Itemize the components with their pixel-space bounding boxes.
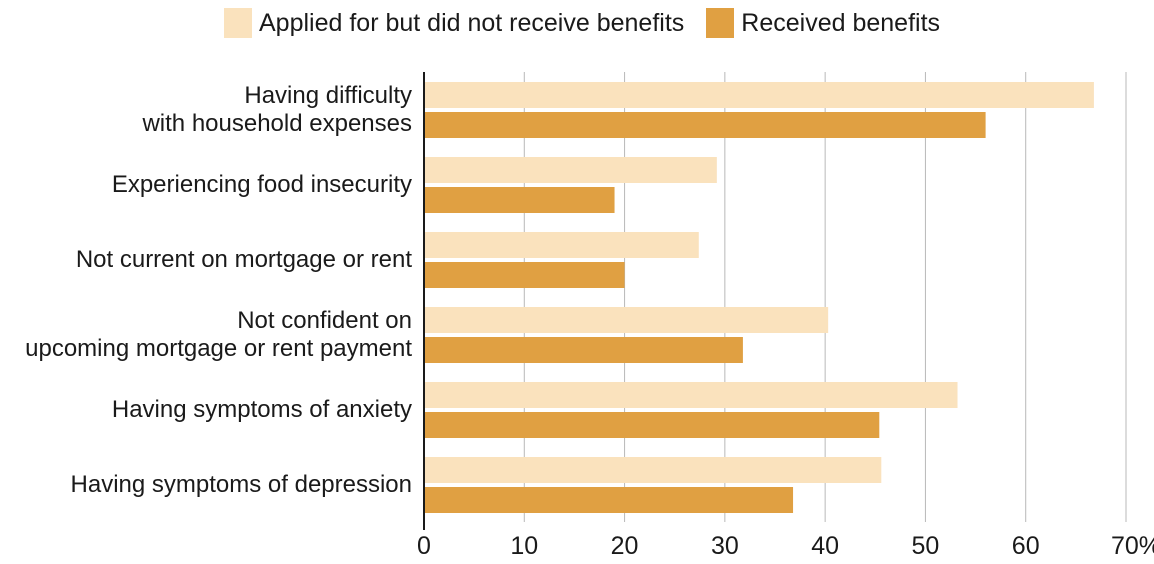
x-tick-label: 40	[811, 532, 840, 560]
legend-swatch-received	[706, 8, 735, 38]
bar-received-5	[424, 487, 794, 513]
category-label-0: Having difficulty with household expenses	[142, 82, 412, 138]
bar-applied-5	[424, 457, 882, 483]
x-tick-label: 50	[911, 532, 940, 560]
category-label-line: Experiencing food insecurity	[111, 171, 412, 198]
category-label-line: Not current on mortgage or rent	[75, 246, 412, 273]
category-label-3: Not confident on upcoming mortgage or ren…	[25, 307, 412, 363]
bar-applied-0	[424, 82, 1094, 108]
category-label-line: Having symptoms of depression	[70, 471, 412, 498]
category-label-line: with household expenses	[142, 110, 412, 137]
bar-applied-3	[424, 307, 829, 333]
category-label-line: Not confident on	[237, 307, 412, 334]
x-tick-label: 20	[610, 532, 639, 560]
bar-received-3	[424, 337, 743, 363]
bar-applied-2	[424, 232, 699, 258]
category-label-line: upcoming mortgage or rent payment	[25, 335, 412, 362]
bar-received-0	[424, 112, 986, 138]
category-label-1: Experiencing food insecurity	[112, 171, 412, 199]
bar-received-4	[424, 412, 880, 438]
x-tick-label: 10	[510, 532, 539, 560]
legend-item-applied: Applied for but did not receive benefits	[224, 8, 684, 38]
category-label-2: Not current on mortgage or rent	[76, 246, 412, 274]
legend-label-applied: Applied for but did not receive benefits	[259, 8, 685, 37]
bar-received-1	[424, 187, 615, 213]
category-label-line: Having symptoms of anxiety	[111, 396, 412, 423]
category-label-4: Having symptoms of anxiety	[112, 396, 412, 424]
legend-item-received: Received benefits	[706, 8, 940, 38]
bar-received-2	[424, 262, 625, 288]
x-tick-label: 0	[417, 532, 431, 560]
category-label-5: Having symptoms of depression	[71, 471, 412, 499]
bar-applied-1	[424, 157, 717, 183]
legend: Applied for but did not receive benefits…	[224, 8, 962, 38]
bar-applied-4	[424, 382, 958, 408]
x-tick-label: 70%	[1110, 532, 1154, 560]
legend-swatch-applied	[224, 8, 252, 38]
legend-label-received: Received benefits	[741, 8, 941, 37]
category-label-line: Having difficulty	[244, 82, 412, 109]
x-tick-label: 30	[710, 532, 739, 560]
x-tick-label: 60	[1011, 532, 1040, 560]
